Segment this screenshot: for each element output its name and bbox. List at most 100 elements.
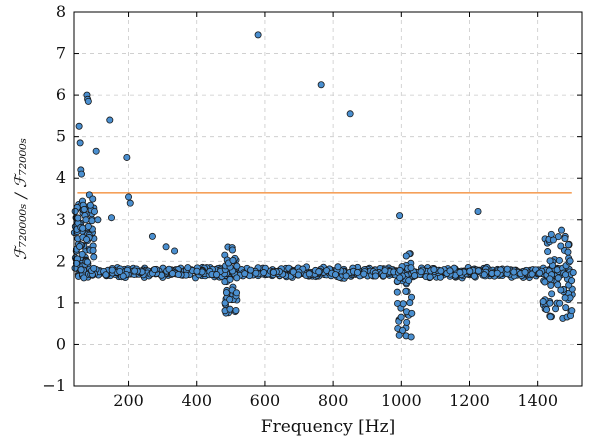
data-point [446, 267, 454, 275]
data-point [521, 268, 529, 276]
data-point [77, 266, 85, 274]
data-point [548, 290, 556, 298]
data-point [557, 286, 565, 294]
data-point [554, 274, 562, 282]
data-point [396, 274, 404, 282]
data-point [346, 110, 354, 118]
data-point [116, 267, 124, 275]
data-point [75, 122, 83, 130]
data-point [546, 299, 554, 307]
x-tick-label: 1400 [517, 391, 558, 410]
data-point [568, 277, 576, 285]
data-point [528, 270, 536, 278]
data-point [254, 31, 262, 39]
data-point [228, 246, 236, 254]
data-point [474, 267, 482, 275]
data-point [334, 263, 342, 271]
data-point [270, 268, 278, 276]
y-tick-label: 8 [56, 2, 66, 21]
data-point [294, 271, 302, 279]
data-point [168, 270, 176, 278]
data-point [84, 97, 92, 105]
data-point [541, 278, 549, 286]
x-tick-label: 600 [250, 391, 281, 410]
data-point [71, 207, 79, 215]
data-point [90, 207, 98, 215]
data-point [241, 270, 249, 278]
data-point [544, 248, 552, 256]
data-point [556, 299, 564, 307]
data-point [226, 295, 234, 303]
data-point [510, 268, 518, 276]
data-point [89, 195, 97, 203]
axis-ticks: 200 400 600 800 1000 1200 1400 −1 0 1 2 3 4 5 6 7 8 [42, 2, 582, 410]
data-point [86, 201, 94, 209]
data-point [480, 271, 488, 279]
data-point [94, 216, 102, 224]
data-point [399, 326, 407, 334]
data-point [554, 233, 562, 241]
data-point [396, 266, 404, 274]
data-point [126, 199, 134, 207]
y-tick-label: 0 [56, 334, 66, 353]
data-point [83, 235, 91, 243]
data-point [353, 268, 361, 276]
data-point [474, 207, 482, 215]
data-point [557, 242, 565, 250]
data-point [123, 153, 131, 161]
data-point [408, 309, 416, 317]
data-point [543, 306, 551, 314]
data-point [305, 270, 313, 278]
x-tick-label: 1000 [381, 391, 422, 410]
y-axis-label: ℱ₇₂₀₀₀₀ₛ / ℱ₇₂₀₀₀ₛ [11, 138, 30, 260]
data-point [90, 264, 98, 272]
data-point [315, 268, 323, 276]
data-point [539, 298, 547, 306]
data-point [260, 269, 268, 277]
data-points [70, 31, 577, 341]
data-point [184, 264, 192, 272]
data-point [546, 313, 554, 321]
data-point [89, 246, 97, 254]
data-point [561, 234, 569, 242]
data-point [562, 304, 570, 312]
data-point [417, 268, 425, 276]
data-point [331, 271, 339, 279]
x-axis-label: Frequency [Hz] [261, 417, 395, 437]
y-tick-label: 2 [56, 251, 66, 270]
y-tick-label: 1 [56, 293, 66, 312]
data-point [72, 259, 80, 267]
data-point [562, 271, 570, 279]
data-point [397, 313, 405, 321]
y-tick-label: 6 [56, 85, 66, 104]
data-point [76, 139, 84, 147]
data-point [221, 299, 229, 307]
data-point [151, 266, 159, 274]
data-point [568, 307, 576, 315]
data-point [233, 289, 241, 297]
data-point [108, 266, 116, 274]
data-point [125, 193, 133, 201]
y-tick-label: 7 [56, 44, 66, 63]
data-point [555, 256, 563, 264]
data-point [546, 275, 554, 283]
data-point [102, 271, 110, 279]
data-point [119, 272, 127, 280]
data-point [372, 272, 380, 280]
data-point [84, 222, 92, 230]
data-point [558, 226, 566, 234]
y-tick-label: 5 [56, 127, 66, 146]
data-point [232, 306, 240, 314]
data-point [407, 333, 415, 341]
x-tick-label: 200 [113, 391, 144, 410]
x-tick-label: 400 [181, 391, 212, 410]
data-point [193, 267, 201, 275]
y-tick-label: −1 [42, 376, 66, 395]
data-point [466, 267, 474, 275]
data-point [407, 264, 415, 272]
data-point [233, 274, 241, 282]
data-point [503, 265, 511, 273]
data-point [456, 268, 464, 276]
data-point [76, 243, 84, 251]
